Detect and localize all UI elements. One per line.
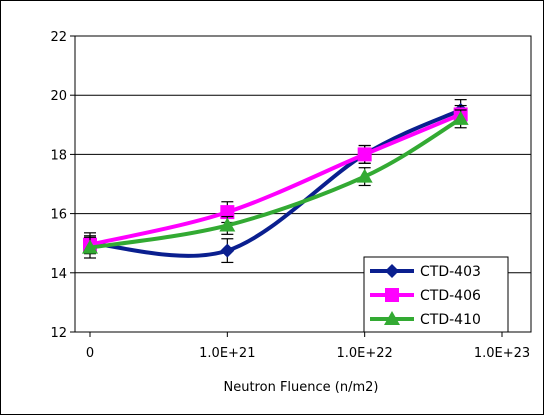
y-tick-label-18: 18 <box>50 148 67 163</box>
x-tick-label-0: 0 <box>86 346 94 361</box>
series-line-CTD-403 <box>89 108 462 258</box>
data-point-CTD-410-1 <box>219 217 236 232</box>
x-tick-label-3: 1.0E+23 <box>474 346 530 361</box>
y-tick-label-16: 16 <box>50 208 67 223</box>
data-point-CTD-406-1 <box>220 205 235 220</box>
data-point-CTD-403-1 <box>220 243 235 258</box>
x-tick-label-2: 1.0E+22 <box>337 346 393 361</box>
y-tick-label-12: 12 <box>50 326 67 341</box>
legend-marker-CTD-403 <box>385 264 399 278</box>
data-point-CTD-406-2 <box>357 147 372 162</box>
y-tick-label-20: 20 <box>50 89 67 104</box>
y-tick-label-14: 14 <box>50 267 67 282</box>
series-line-CTD-410 <box>89 117 462 250</box>
x-tick-label-1: 1.0E+21 <box>199 346 255 361</box>
legend-marker-CTD-406 <box>385 288 399 302</box>
axes: 12 14 16 18 20 22 0 1.0E+21 1.0E+22 1.0E+23 <box>50 30 530 361</box>
legend-label-CTD-403: CTD-403 <box>420 264 481 280</box>
legend-label-CTD-406: CTD-406 <box>420 288 481 304</box>
y-tick-label-22: 22 <box>50 30 67 45</box>
legend-marker-CTD-410 <box>384 311 400 325</box>
series-CTD-410 <box>82 109 469 259</box>
series <box>82 99 469 264</box>
legend-label-CTD-410: CTD-410 <box>420 312 481 328</box>
data-point-CTD-410-0 <box>82 239 98 254</box>
series-line-CTD-406 <box>89 112 462 247</box>
gridlines <box>75 94 531 274</box>
data-point-CTD-410-3 <box>452 110 469 125</box>
legend: CTD-403 CTD-406 CTD-410 <box>363 256 509 333</box>
x-axis-title: Neutron Fluence (n/m2) <box>224 380 379 395</box>
data-point-CTD-410-2 <box>356 168 373 183</box>
